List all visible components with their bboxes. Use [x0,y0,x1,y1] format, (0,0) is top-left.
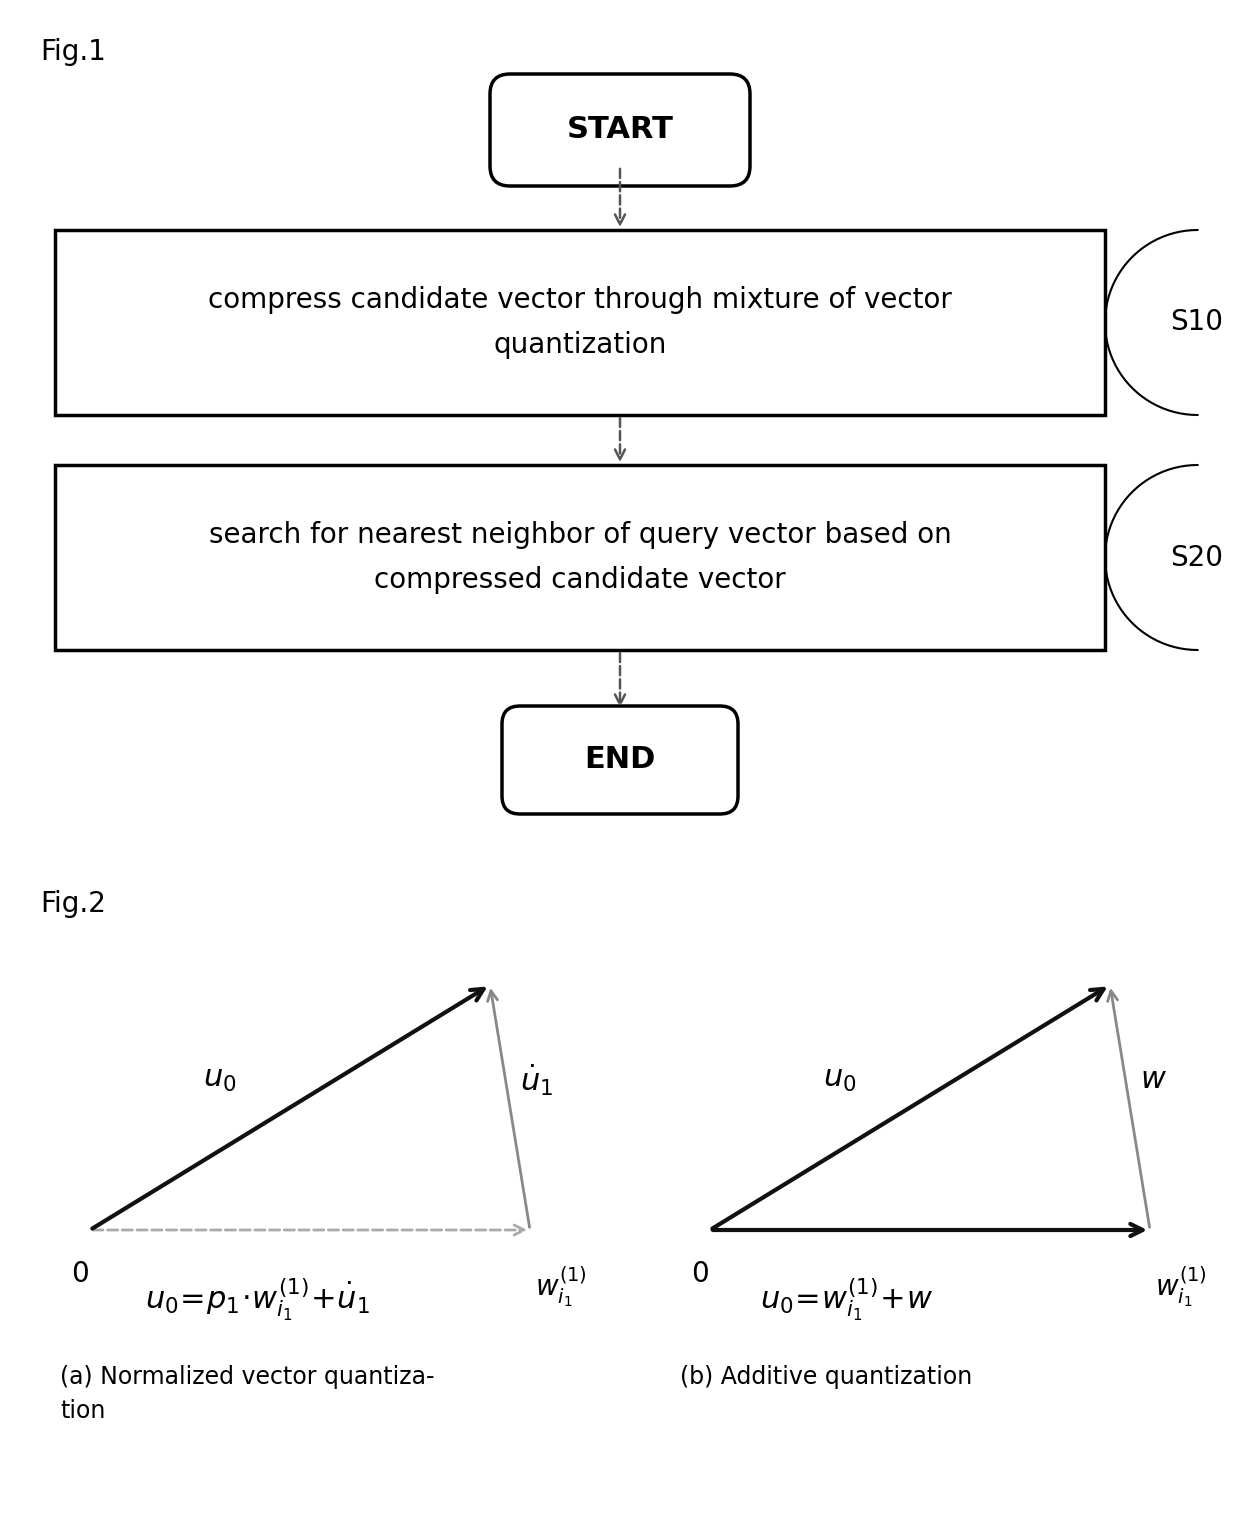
Text: $u_0\!=\!w^{(1)}_{i_1}\!+\!w$: $u_0\!=\!w^{(1)}_{i_1}\!+\!w$ [760,1277,934,1323]
Text: $u_0$: $u_0$ [203,1065,237,1094]
Bar [55,231,1105,416]
Text: S10: S10 [1171,309,1223,336]
Text: $w^{(1)}_{i_1}$: $w^{(1)}_{i_1}$ [534,1265,587,1309]
Text: compress candidate vector through mixture of vector
quantization: compress candidate vector through mixtur… [208,286,952,359]
Text: $w^{(1)}_{i_1}$: $w^{(1)}_{i_1}$ [1154,1265,1207,1309]
FancyBboxPatch shape [502,706,738,814]
FancyBboxPatch shape [490,73,750,186]
Text: $u_0\!=\!p_1\!\cdot\! w^{(1)}_{i_1}\!+\!\dot{u}_1$: $u_0\!=\!p_1\!\cdot\! w^{(1)}_{i_1}\!+\!… [145,1277,370,1323]
Text: START: START [567,116,673,145]
Text: $w$: $w$ [1140,1065,1167,1094]
Text: END: END [584,746,656,775]
Text: $u_0$: $u_0$ [823,1065,857,1094]
Text: 0: 0 [71,1261,89,1288]
Text: $\dot{u}_1$: $\dot{u}_1$ [520,1062,553,1099]
Text: (a) Normalized vector quantiza-
tion: (a) Normalized vector quantiza- tion [60,1365,434,1423]
Bar [55,465,1105,649]
Text: (b) Additive quantization: (b) Additive quantization [680,1365,972,1389]
Text: 0: 0 [691,1261,709,1288]
Text: S20: S20 [1171,544,1223,571]
Text: Fig.2: Fig.2 [40,889,105,918]
Text: Fig.1: Fig.1 [40,38,105,66]
Text: search for nearest neighbor of query vector based on
compressed candidate vector: search for nearest neighbor of query vec… [208,521,951,594]
